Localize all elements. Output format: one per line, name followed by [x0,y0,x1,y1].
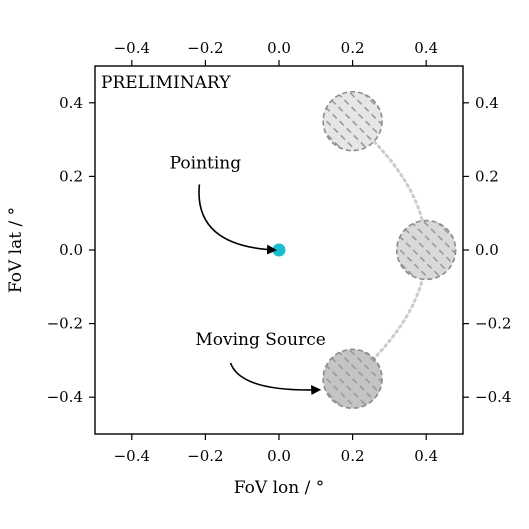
y-tick-label-left: 0.0 [59,241,83,259]
y-tick-label-right: 0.2 [475,167,499,185]
source-circle-outline [322,348,383,410]
x-tick-label-top: 0.4 [414,39,438,57]
x-tick-label-bottom: 0.4 [414,447,438,465]
annotation-arrow [229,362,322,396]
annotation-label: Pointing [170,153,242,173]
y-tick-label-left: 0.2 [59,167,83,185]
x-tick-label-top: 0.0 [267,39,291,57]
x-tick-label-bottom: 0.0 [267,447,291,465]
source-circle [322,348,383,410]
axis-ticks: −0.4 −0.4 −0.2 −0.2 0.0 0.0 0.2 0.2 0.4 0.4 −0.4 −0… [47,39,512,465]
y-tick-label-right: −0.2 [475,315,511,333]
y-axis-label: FoV lat / ° [6,207,26,293]
y-tick-label-right: 0.0 [475,241,499,259]
y-tick-label-left: −0.4 [47,388,83,406]
y-tick-label-right: 0.4 [475,94,499,112]
annotation-label: Moving Source [195,330,325,350]
source-circles [322,90,457,410]
y-tick-label-left: 0.4 [59,94,83,112]
annotations: Pointing Moving Source [170,153,326,396]
x-tick-label-bottom: −0.4 [114,447,150,465]
x-tick-label-top: 0.2 [341,39,365,57]
y-tick-label-right: −0.4 [475,388,511,406]
source-circle [322,90,383,152]
x-tick-label-bottom: 0.2 [341,447,365,465]
x-axis-label: FoV lon / ° [234,478,324,498]
x-tick-label-top: −0.2 [187,39,223,57]
source-circle-outline [322,90,383,152]
annotation-arrow [198,184,277,255]
x-tick-label-top: −0.4 [114,39,150,57]
x-tick-label-bottom: −0.2 [187,447,223,465]
source-circle-outline [395,219,457,281]
watermark-label: PRELIMINARY [101,73,231,93]
y-tick-label-left: −0.2 [47,315,83,333]
